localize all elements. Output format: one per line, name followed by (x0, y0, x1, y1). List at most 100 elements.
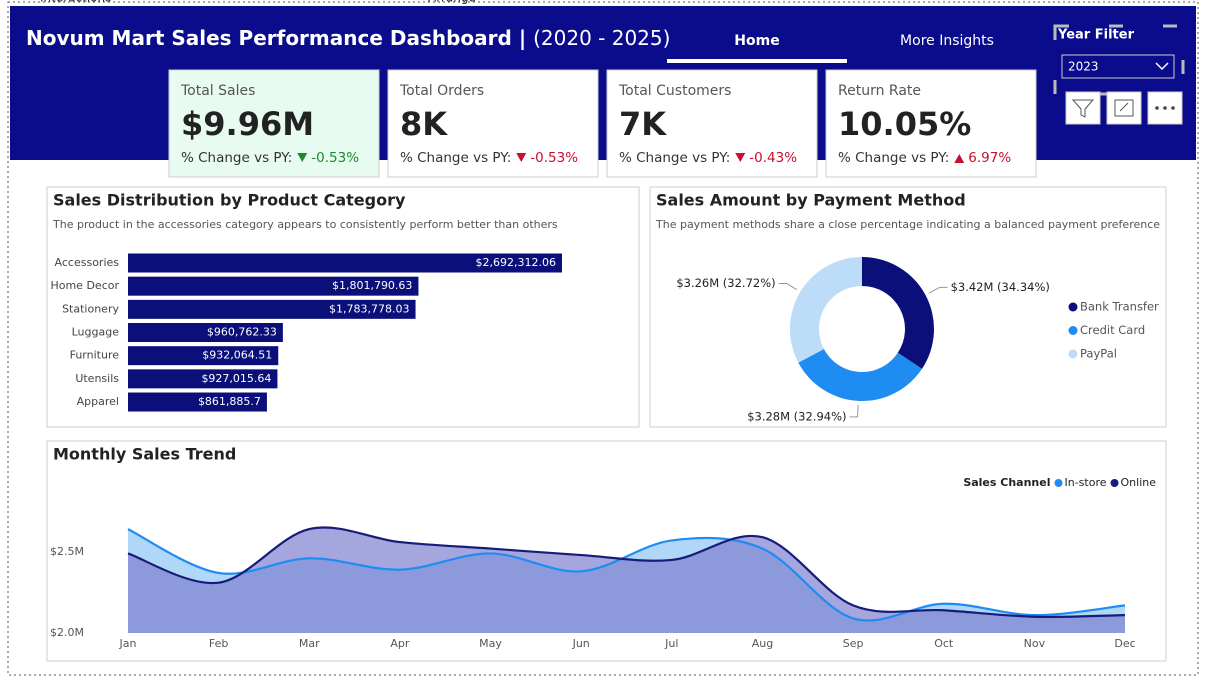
kpi-arrow (516, 153, 527, 162)
value-label: $927,015.64 (201, 372, 271, 385)
legend-title: Sales Channel (963, 476, 1050, 489)
bar (128, 253, 562, 273)
kpi-card (825, 69, 1037, 178)
bar (128, 346, 279, 366)
chart-title: Monthly Sales Trend (53, 445, 236, 464)
dot (1155, 106, 1159, 110)
nav-tab[interactable]: More Insights (900, 33, 994, 49)
x-tick-label: Feb (209, 637, 228, 650)
legend-swatch (1068, 349, 1078, 359)
x-tick-label: Jan (119, 637, 137, 650)
kpi-card (606, 69, 818, 178)
legend-label: In-store (1065, 476, 1107, 489)
canvas-border (7, 1, 1199, 676)
kpi-change-label: % Change vs PY: (400, 150, 511, 166)
slice-label: $3.42M (34.34%) (951, 280, 1050, 294)
nav-tab[interactable]: Home (734, 33, 779, 49)
title-years: (2020 - 2025) (533, 26, 670, 50)
bar (128, 369, 278, 389)
kpi-change: -0.53% (530, 150, 578, 166)
kpi-arrow (297, 153, 308, 162)
category-label: Stationery (62, 302, 119, 315)
kpi-value: 8K (400, 105, 448, 143)
kpi-change: -0.43% (749, 150, 797, 166)
dot (1163, 106, 1167, 110)
category-label: Home Decor (50, 279, 119, 292)
filter-value: 2023 (1068, 60, 1099, 74)
filter-dropdown[interactable] (1061, 54, 1175, 79)
kpi-arrow (954, 154, 965, 163)
title-main: Novum Mart Sales Performance Dashboard | (26, 26, 526, 50)
visual-icons (1065, 91, 1183, 125)
slice (790, 257, 862, 363)
value-label: $1,801,790.63 (332, 279, 412, 292)
kpi-card (168, 69, 380, 178)
legend-swatch (1054, 479, 1063, 487)
bar (128, 323, 283, 343)
kpi-label: Return Rate (838, 83, 921, 99)
bar (128, 299, 416, 319)
category-label: Furniture (70, 349, 120, 362)
x-tick-label: Aug (752, 637, 773, 650)
x-tick-label: Sep (843, 637, 864, 650)
filter-label: Year Filter (1057, 28, 1135, 43)
x-tick-label: May (479, 637, 502, 650)
slice (798, 349, 922, 401)
value-label: $861,885.7 (198, 395, 261, 408)
kpi-label: Total Orders (399, 83, 484, 99)
slice-label: $3.26M (32.72%) (676, 276, 775, 290)
value-label: $960,762.33 (207, 326, 277, 339)
kpi-change-label: % Change vs PY: (838, 150, 949, 166)
dropdown-caret (1155, 62, 1169, 71)
kpi-value: $9.96M (181, 105, 314, 143)
category-label: Apparel (77, 395, 119, 408)
expand (1114, 99, 1134, 117)
legend-label: PayPal (1080, 347, 1117, 361)
legend-label: Credit Card (1080, 323, 1145, 337)
x-tick-label: Oct (934, 637, 954, 650)
kpi-label: Total Customers (618, 83, 731, 99)
chart-title: Sales Distribution by Product Category (53, 191, 406, 210)
category-label: Utensils (75, 372, 119, 385)
focus-icon[interactable] (1106, 91, 1142, 125)
line (127, 526, 1126, 619)
value-label: $932,064.51 (202, 349, 272, 362)
kpi-arrow (735, 153, 746, 162)
kpi-value: 10.05% (838, 105, 971, 143)
chart-title: Sales Amount by Payment Method (656, 191, 966, 210)
toolbar-item[interactable]: Arrange (428, 0, 476, 5)
slice-label: $3.28M (32.94%) (747, 409, 846, 423)
x-tick-label: Dec (1114, 637, 1135, 650)
category-label: Accessories (55, 256, 120, 269)
bar (128, 276, 419, 296)
x-tick-label: Nov (1024, 637, 1046, 650)
value-label: $2,692,312.06 (476, 256, 556, 269)
legend-swatch (1068, 326, 1078, 335)
toolbar-item[interactable]: Interactions (40, 0, 111, 5)
value-label: $1,783,778.03 (329, 302, 409, 315)
leader-line (778, 283, 798, 291)
x-tick-label: Apr (390, 637, 410, 650)
line (127, 528, 1126, 622)
y-tick-label: $2.0M (50, 626, 84, 639)
kpi-label: Total Sales (180, 83, 255, 99)
area (128, 527, 1125, 633)
leader-line (849, 404, 859, 418)
x-tick-label: Jun (572, 637, 590, 650)
kpi-change-label: % Change vs PY: (181, 150, 292, 166)
filter-icon[interactable] (1065, 91, 1101, 125)
leader-line (928, 286, 948, 294)
dot (1171, 106, 1175, 110)
kpi-value: 7K (619, 105, 667, 143)
chart-subtitle: The payment methods share a close percen… (655, 218, 1160, 231)
slice (862, 257, 934, 369)
funnel (1071, 99, 1095, 118)
legend-label: Bank Transfer (1080, 300, 1159, 314)
bar (128, 392, 267, 412)
title: Novum Mart Sales Performance Dashboard |… (26, 26, 670, 50)
kpi-card (387, 69, 599, 178)
nav-underline (667, 59, 847, 63)
x-tick-label: Jul (664, 637, 678, 650)
legend-label: Online (1121, 476, 1157, 489)
